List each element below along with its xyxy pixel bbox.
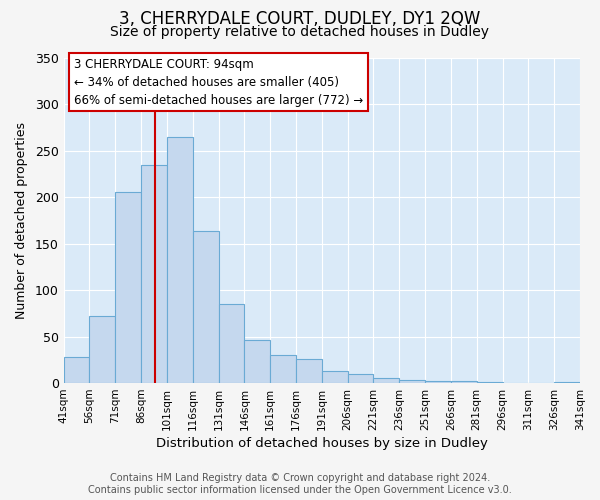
Bar [115, 192, 141, 383]
Text: Size of property relative to detached houses in Dudley: Size of property relative to detached ho… [110, 25, 490, 39]
Bar [296, 359, 322, 383]
Text: 3 CHERRYDALE COURT: 94sqm
← 34% of detached houses are smaller (405)
66% of semi: 3 CHERRYDALE COURT: 94sqm ← 34% of detac… [74, 58, 363, 106]
Bar [451, 381, 477, 383]
Text: Contains HM Land Registry data © Crown copyright and database right 2024.
Contai: Contains HM Land Registry data © Crown c… [88, 474, 512, 495]
Bar [141, 166, 167, 383]
Bar [64, 357, 89, 383]
Bar [554, 382, 580, 383]
Bar [477, 382, 503, 383]
Y-axis label: Number of detached properties: Number of detached properties [15, 122, 28, 319]
Bar [399, 380, 425, 383]
X-axis label: Distribution of detached houses by size in Dudley: Distribution of detached houses by size … [156, 437, 488, 450]
Bar [193, 230, 218, 383]
Bar [347, 374, 373, 383]
Bar [373, 378, 399, 383]
Bar [244, 340, 270, 383]
Bar [89, 316, 115, 383]
Bar [167, 136, 193, 383]
Bar [218, 304, 244, 383]
Text: 3, CHERRYDALE COURT, DUDLEY, DY1 2QW: 3, CHERRYDALE COURT, DUDLEY, DY1 2QW [119, 10, 481, 28]
Bar [322, 371, 347, 383]
Bar [270, 355, 296, 383]
Bar [425, 381, 451, 383]
